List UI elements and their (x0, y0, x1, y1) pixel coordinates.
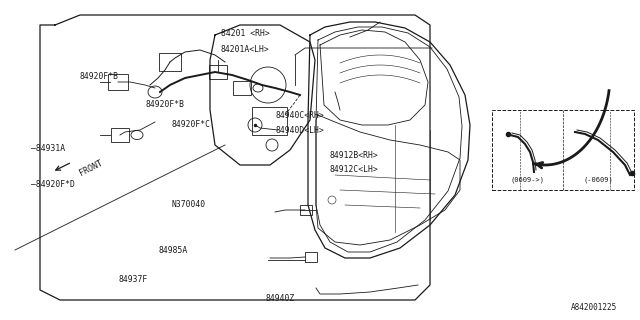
Text: A842001225: A842001225 (572, 303, 618, 312)
Bar (305, 252, 317, 262)
Text: —84931A: —84931A (31, 144, 65, 153)
Text: 84920F*B: 84920F*B (146, 100, 185, 109)
Text: (0609->): (0609->) (511, 177, 545, 183)
Bar (300, 205, 312, 215)
Text: 84940Z: 84940Z (266, 294, 295, 303)
Text: FRONT: FRONT (78, 158, 104, 178)
Text: 84920F*C: 84920F*C (172, 120, 211, 129)
Bar (492, 110, 634, 190)
Text: —84920F*D: —84920F*D (31, 180, 75, 188)
Bar (252, 107, 287, 135)
Text: 84920F*B: 84920F*B (80, 72, 119, 81)
Text: 84201A<LH>: 84201A<LH> (221, 45, 269, 54)
Text: N370040: N370040 (172, 200, 205, 209)
Text: 84201 <RH>: 84201 <RH> (221, 29, 269, 38)
Text: 84912B<RH>: 84912B<RH> (330, 151, 378, 160)
Text: 84940D<LH>: 84940D<LH> (275, 126, 324, 135)
Text: (-0609): (-0609) (583, 177, 613, 183)
Text: 84912C<LH>: 84912C<LH> (330, 165, 378, 174)
Text: 84940C<RH>: 84940C<RH> (275, 111, 324, 120)
Text: 84937F: 84937F (118, 275, 148, 284)
Text: 84985A: 84985A (159, 246, 188, 255)
